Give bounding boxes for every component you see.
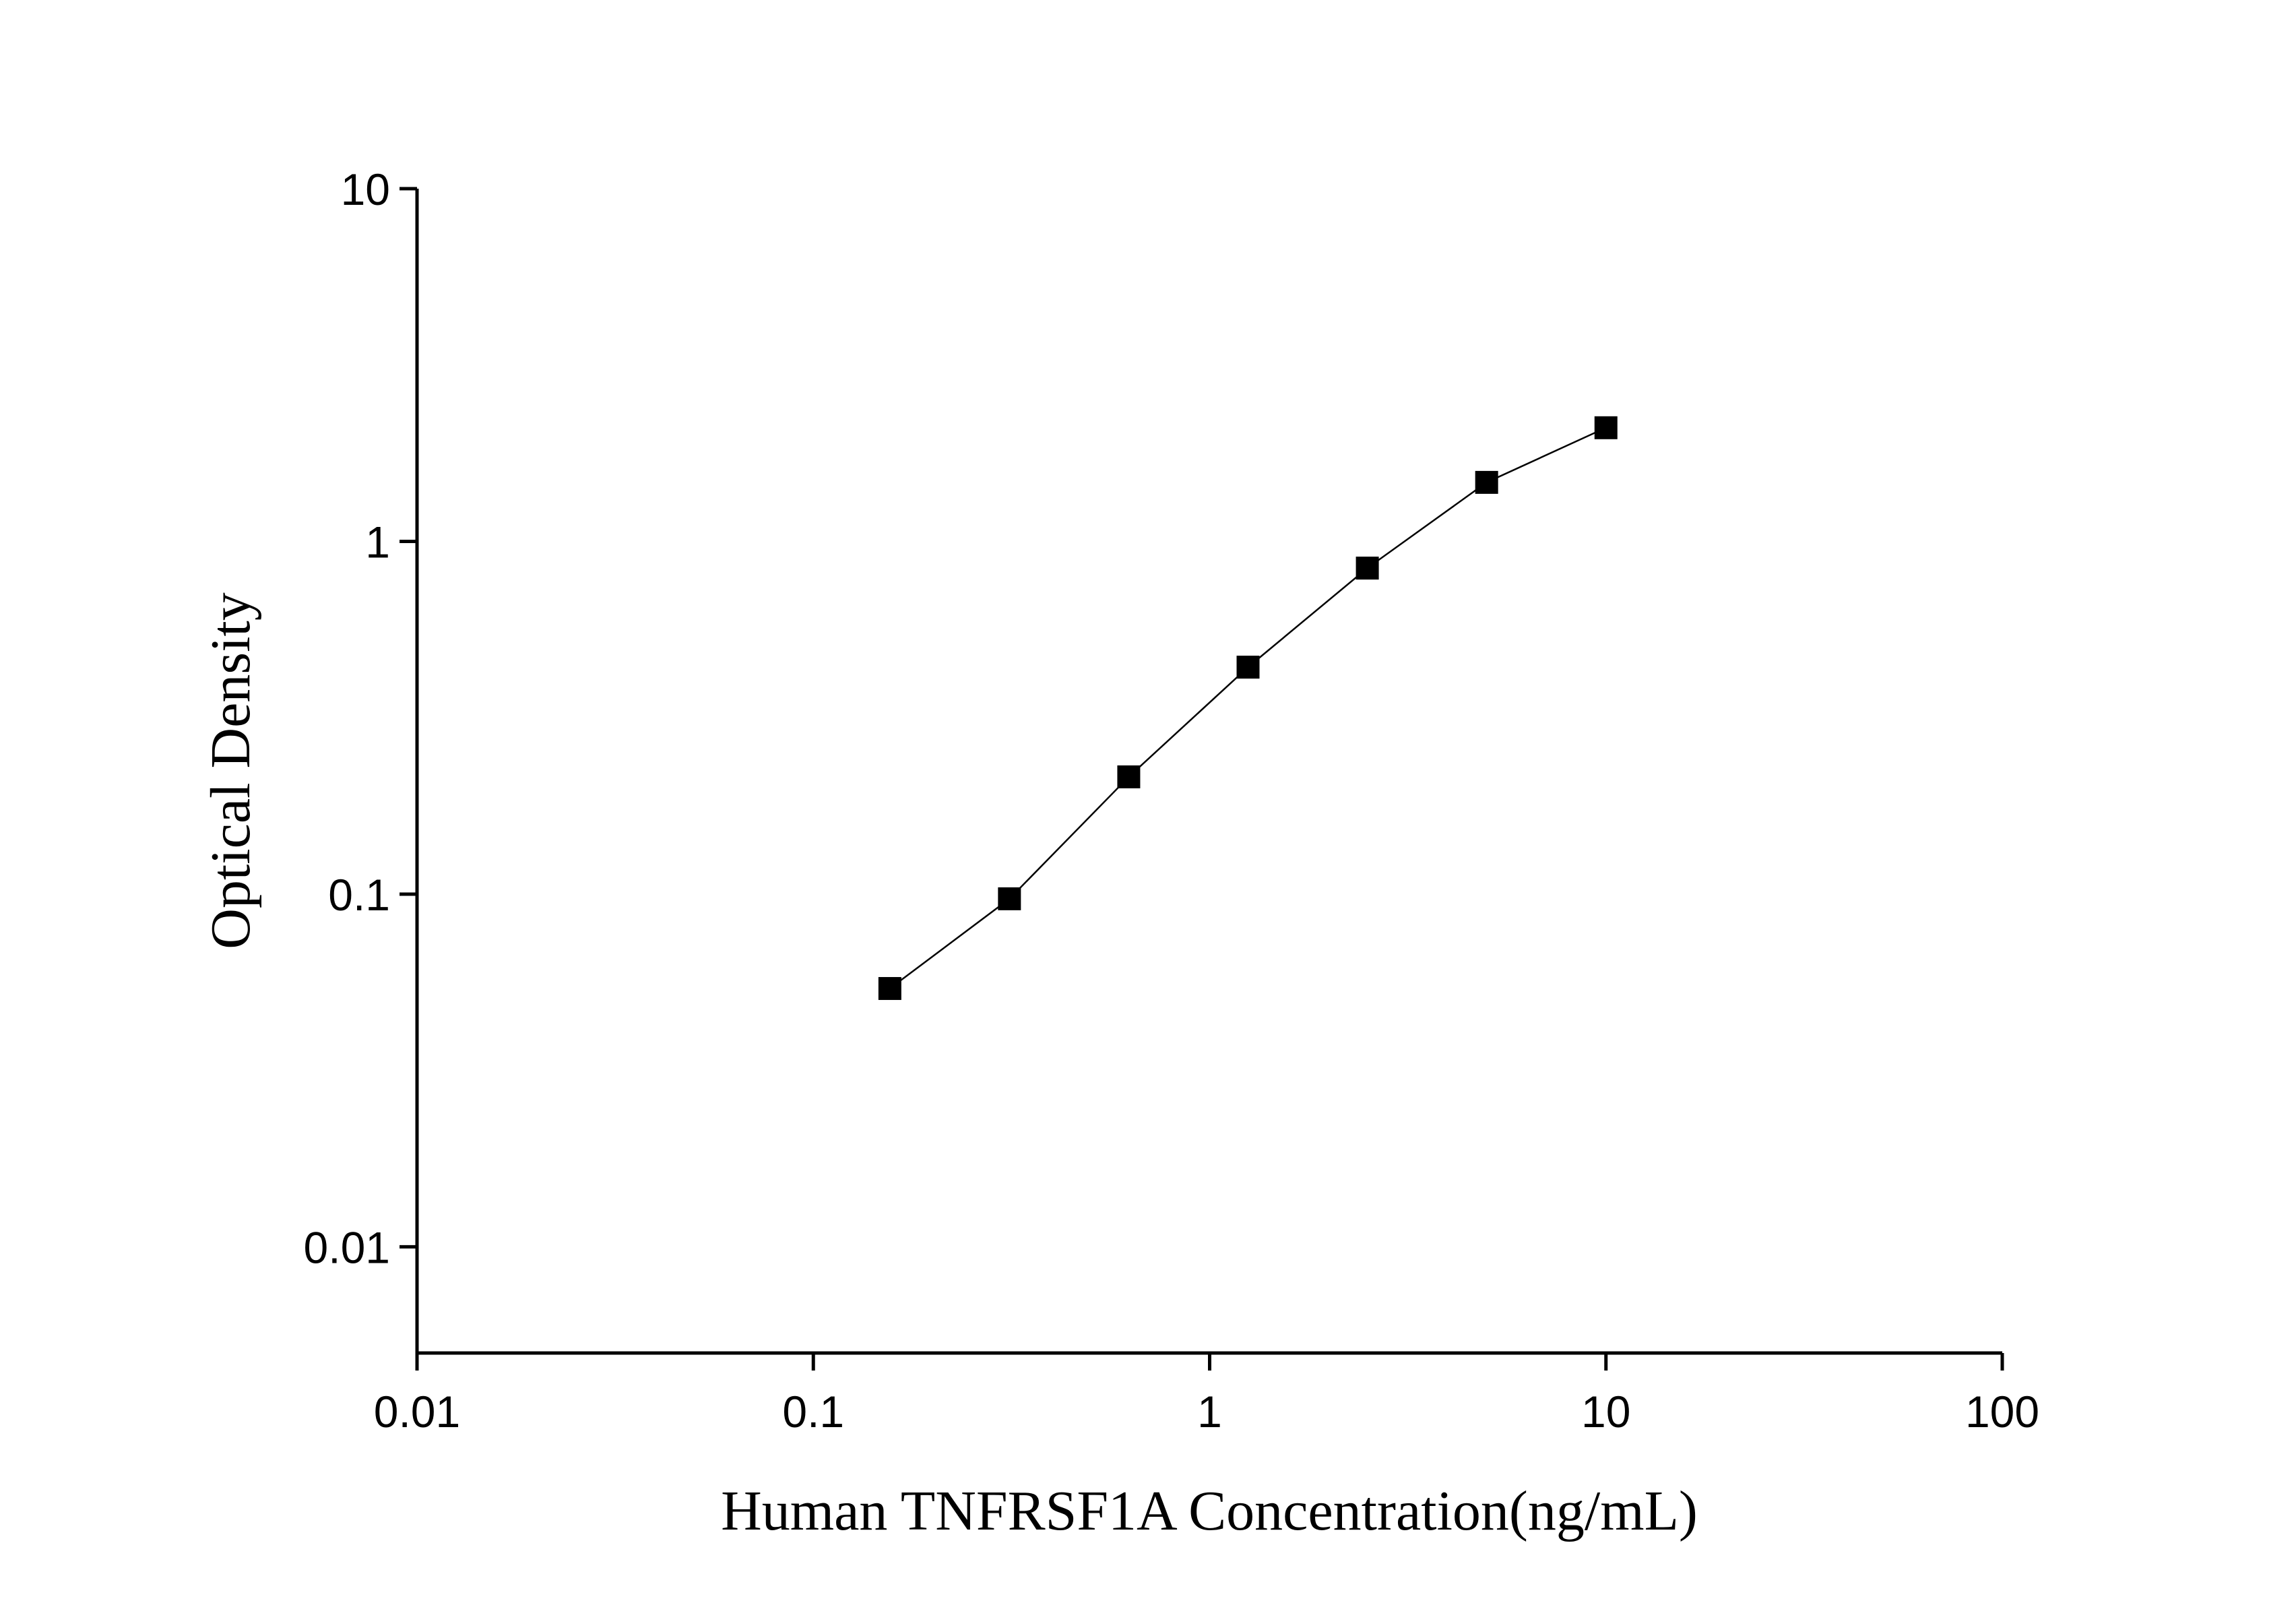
x-axis-title: Human TNFRSF1A Concentration(ng/mL) (721, 1480, 1698, 1542)
y-axis-title: Optical Density (199, 592, 262, 949)
x-tick-label: 1 (1197, 1387, 1222, 1437)
data-point (1236, 656, 1260, 679)
y-tick-label: 0.01 (304, 1222, 390, 1272)
y-tick-label: 0.1 (328, 870, 390, 920)
data-point (1117, 765, 1141, 788)
x-tick-label: 0.01 (374, 1387, 460, 1437)
data-point (998, 887, 1021, 910)
data-point (1356, 557, 1379, 580)
x-tick-label: 100 (1965, 1387, 2039, 1437)
data-point (1594, 416, 1618, 439)
series-line (889, 427, 1607, 990)
data-point (878, 977, 901, 1001)
data-point (1475, 470, 1498, 494)
x-tick-label: 10 (1581, 1387, 1630, 1437)
y-tick-label: 1 (365, 517, 390, 567)
y-tick-label: 10 (341, 164, 390, 214)
x-tick-label: 0.1 (782, 1387, 844, 1437)
